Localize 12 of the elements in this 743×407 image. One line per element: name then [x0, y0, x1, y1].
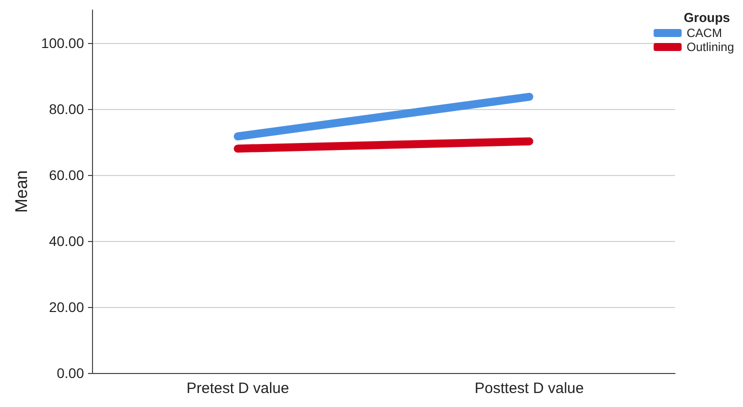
x-tick-label: Pretest D value [186, 380, 290, 397]
y-tick-label: 100.00 [41, 35, 84, 51]
y-tick-label: 0.00 [56, 365, 84, 381]
legend-label: Outlining [686, 40, 734, 54]
y-tick-label: 20.00 [48, 299, 84, 315]
y-axis-title: Mean [12, 170, 31, 213]
y-tick-label: 80.00 [48, 101, 84, 117]
y-tick-label: 60.00 [48, 167, 84, 183]
legend-label: CACM [686, 26, 722, 40]
legend-title: Groups [684, 10, 730, 25]
x-tick-label: Posttest D value [474, 380, 584, 397]
y-tick-label: 40.00 [48, 233, 84, 249]
